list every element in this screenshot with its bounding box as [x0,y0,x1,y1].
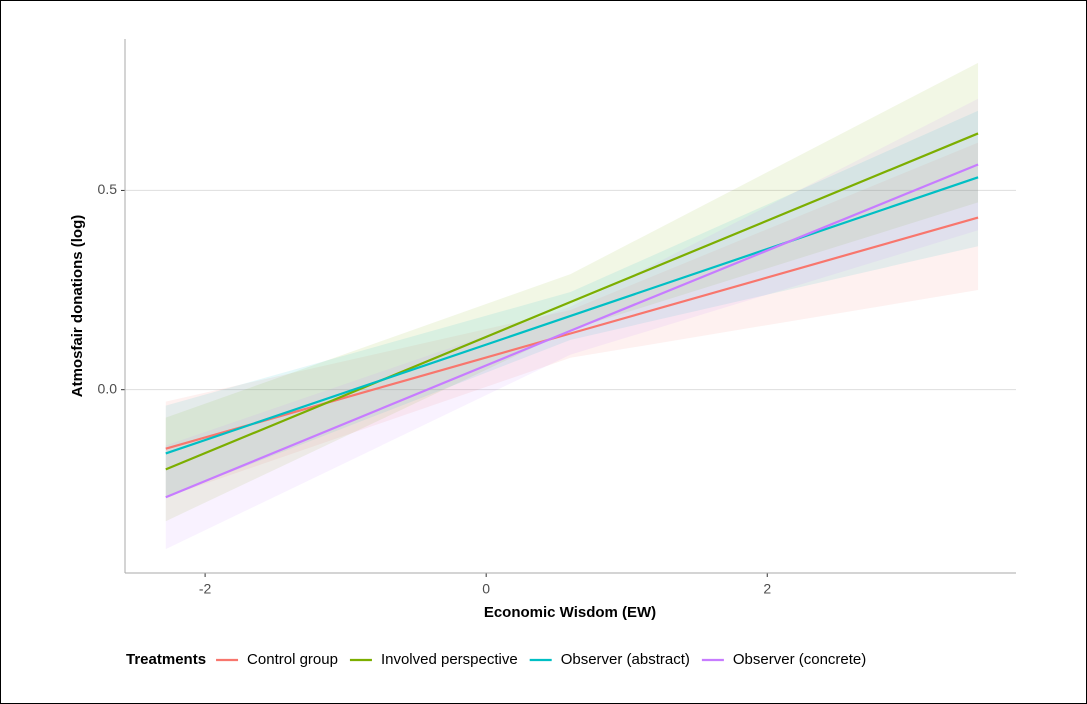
line [165,132,979,471]
legend-title: Treatments [126,651,206,668]
x-tick-label: 0 [482,581,490,597]
confidence-band [165,142,979,498]
confidence-band [165,98,979,550]
legend-label: Involved perspective [381,651,518,668]
y-tick-label: 0.5 [98,181,118,197]
line [165,216,979,450]
legend-label: Observer (concrete) [733,651,866,668]
x-tick-label: 2 [763,581,771,597]
y-tick-label: 0.0 [98,380,118,396]
legend-label: Control group [247,651,338,668]
line [165,176,979,455]
confidence-band [165,62,979,522]
x-tick-label: -2 [199,581,212,597]
confidence-band [165,110,979,498]
legend-label: Observer (abstract) [561,651,690,668]
y-axis-title: Atmosfair donations (log) [69,215,86,398]
x-axis-title: Economic Wisdom (EW) [484,604,656,621]
line [165,163,979,499]
